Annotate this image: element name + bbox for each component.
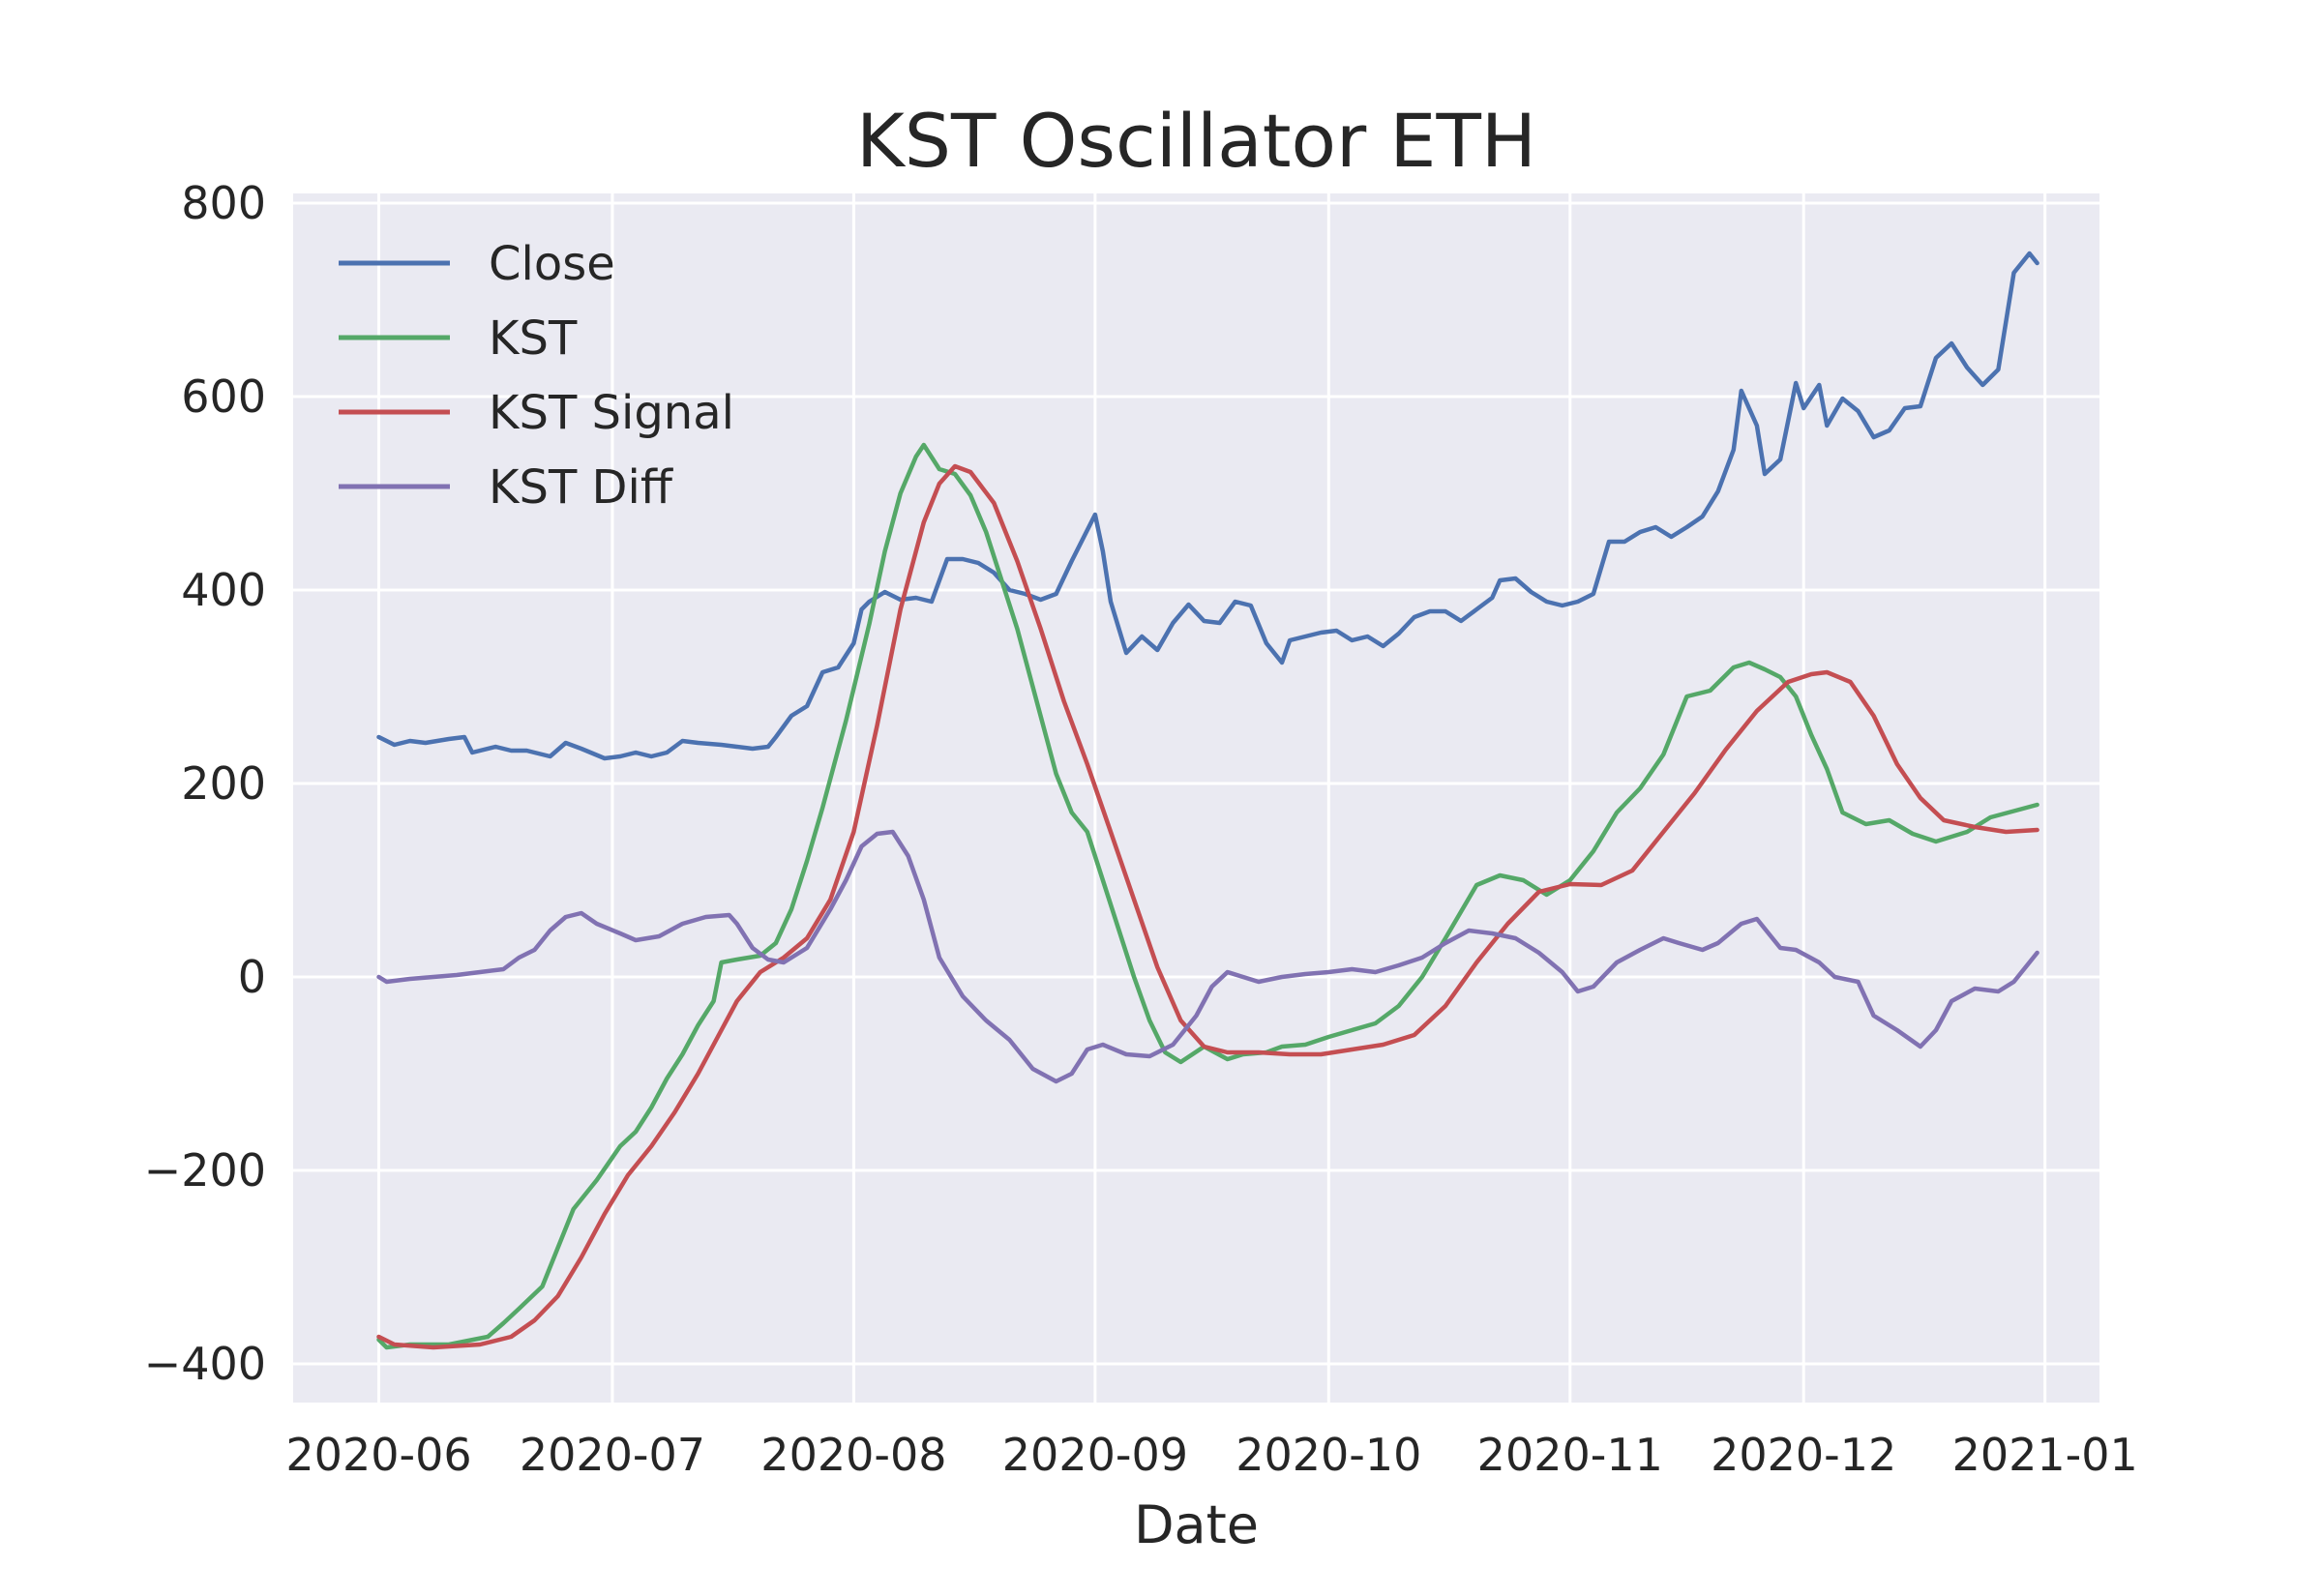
series-line-close [376, 251, 2039, 761]
x-tick-label: 2020-07 [520, 1429, 705, 1481]
x-tick-label: 2021-01 [1952, 1429, 2138, 1481]
y-tick-label: 800 [181, 177, 266, 229]
x-tick-label: 2020-12 [1711, 1429, 1896, 1481]
tick-labels: −400 −200 0 200 400 600 800 2020-06 2020-07 2020-… [144, 177, 2138, 1481]
x-axis-label: Date [1134, 1494, 1259, 1555]
legend-entry-label: KST Signal [489, 386, 734, 440]
plot-area [293, 193, 2099, 1403]
y-tick-label: −400 [144, 1338, 266, 1390]
chart-title: KST Oscillator ETH [856, 98, 1536, 184]
series-line-kst-diff [376, 829, 2039, 1084]
legend-entry-label: KST Diff [489, 460, 673, 515]
series-lines [376, 251, 2039, 1350]
y-tick-label: 0 [238, 951, 266, 1003]
x-tick-label: 2020-06 [285, 1429, 471, 1481]
y-tick-label: 200 [181, 757, 266, 810]
x-tick-label: 2020-10 [1235, 1429, 1421, 1481]
legend-entry-label: KST [489, 311, 578, 366]
x-tick-label: 2020-08 [760, 1429, 946, 1481]
grid-lines [293, 193, 2099, 1403]
legend: Close KST KST Signal KST Diff [339, 237, 734, 515]
x-tick-label: 2020-11 [1477, 1429, 1663, 1481]
y-tick-label: −200 [144, 1144, 266, 1197]
series-line-kst-signal [376, 463, 2039, 1350]
series-line-kst [376, 442, 2039, 1350]
y-tick-label: 400 [181, 564, 266, 616]
y-tick-label: 600 [181, 370, 266, 423]
x-tick-label: 2020-09 [1002, 1429, 1188, 1481]
legend-entry-label: Close [489, 237, 615, 291]
